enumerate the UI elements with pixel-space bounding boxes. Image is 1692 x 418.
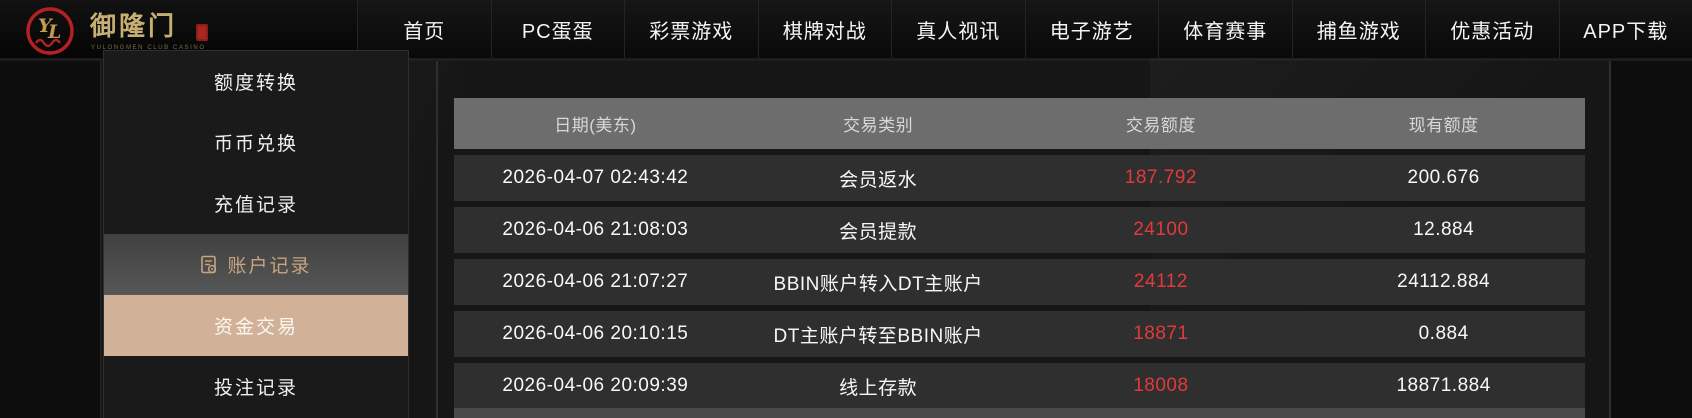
table-footer-strip (454, 408, 1585, 418)
cell-date: 2026-04-06 21:07:27 (502, 271, 689, 292)
sidebar-item-quota-transfer[interactable]: 额度转换 (213, 73, 298, 94)
nav-item-slots[interactable]: 电子游艺 (1024, 0, 1158, 58)
logo-emblem-icon: Y L (26, 7, 74, 55)
cell-type: 线上存款 (839, 377, 918, 399)
nav-item-lottery[interactable]: 彩票游戏 (624, 0, 758, 58)
nav-shadow (0, 58, 1692, 61)
transactions-table: 日期(美东) 交易类别 交易额度 现有额度 2026-04-07 02:43:4… (454, 98, 1585, 409)
cell-amount: 187.792 (1124, 167, 1197, 188)
svg-text:Y: Y (38, 15, 54, 37)
nav-item-promotions[interactable]: 优惠活动 (1425, 0, 1559, 58)
table-header: 日期(美东) 交易类别 交易额度 现有额度 (454, 98, 1585, 149)
cell-amount: 24100 (1133, 219, 1189, 240)
brand-seal-icon (196, 24, 208, 41)
cell-amount: 24112 (1133, 271, 1188, 292)
cell-date: 2026-04-06 20:09:39 (502, 375, 689, 396)
table-row: 2026-04-07 02:43:42 会员返水 187.792 200.676 (454, 155, 1585, 201)
nav-item-live-casino[interactable]: 真人视讯 (891, 0, 1025, 58)
cell-amount: 18008 (1133, 375, 1189, 396)
nav-menu: 首页 PC蛋蛋 彩票游戏 棋牌对战 真人视讯 电子游艺 体育赛事 捕鱼游戏 优惠… (357, 0, 1692, 58)
svg-text:L: L (47, 21, 61, 43)
table-row: 2026-04-06 21:08:03 会员提款 24100 12.884 (454, 207, 1585, 253)
cell-type: 会员返水 (839, 169, 918, 191)
cell-date: 2026-04-07 02:43:42 (502, 167, 689, 188)
ledger-icon (201, 255, 217, 273)
nav-item-fishing[interactable]: 捕鱼游戏 (1291, 0, 1425, 58)
header-cell-date: 日期(美东) (554, 116, 637, 135)
cell-date: 2026-04-06 20:10:15 (502, 323, 689, 344)
sidebar-item-deposit-records[interactable]: 充值记录 (213, 195, 298, 216)
cell-balance: 24112.884 (1397, 271, 1491, 292)
cell-type: 会员提款 (839, 221, 918, 243)
cell-balance: 18871.884 (1396, 375, 1491, 396)
sidebar-item-account-records[interactable]: 账户记录 (104, 234, 408, 295)
header-cell-amount: 交易额度 (1125, 116, 1196, 135)
cell-balance: 200.676 (1407, 167, 1480, 188)
sidebar: 额度转换 币币兑换 充值记录 账户记录 资金交易 投注记录 (103, 50, 409, 418)
cell-balance: 12.884 (1413, 219, 1475, 240)
brand-name: 御隆门 (90, 11, 178, 41)
cell-amount: 18871 (1133, 323, 1189, 344)
right-background-strip (1611, 58, 1692, 418)
nav-item-app-download[interactable]: APP下载 (1558, 0, 1692, 58)
sidebar-item-label: 账户记录 (227, 256, 312, 277)
brand-logo[interactable]: Y L 御隆门 YULONGMEN CLUB CASINO (24, 3, 324, 57)
background-seam (1609, 61, 1611, 418)
sidebar-item-betting-records[interactable]: 投注记录 (213, 378, 298, 399)
cell-date: 2026-04-06 21:08:03 (502, 219, 689, 240)
nav-item-pc-dandan[interactable]: PC蛋蛋 (490, 0, 624, 58)
sidebar-item-fund-transactions[interactable]: 资金交易 (104, 295, 408, 356)
cell-balance: 0.884 (1418, 323, 1469, 344)
table-row: 2026-04-06 21:07:27 BBIN账户转入DT主账户 24112 … (454, 259, 1585, 305)
nav-item-home[interactable]: 首页 (357, 0, 491, 58)
header-cell-balance: 现有额度 (1408, 116, 1479, 135)
left-background-strip (0, 58, 100, 418)
nav-item-board-games[interactable]: 棋牌对战 (757, 0, 891, 58)
brand-tagline: YULONGMEN CLUB CASINO (91, 45, 206, 51)
top-navbar: Y L 御隆门 YULONGMEN CLUB CASINO 首页 PC蛋蛋 彩票… (0, 0, 1692, 58)
table-row: 2026-04-06 20:09:39 线上存款 18008 18871.884 (454, 363, 1585, 409)
cell-type: DT主账户转至BBIN账户 (773, 325, 983, 347)
nav-item-sports[interactable]: 体育赛事 (1158, 0, 1292, 58)
sidebar-item-coin-exchange[interactable]: 币币兑换 (213, 134, 298, 155)
background-seam (436, 61, 438, 418)
header-cell-type: 交易类别 (843, 116, 914, 135)
table-row: 2026-04-06 20:10:15 DT主账户转至BBIN账户 18871 … (454, 311, 1585, 357)
background-seam (100, 61, 101, 418)
cell-type: BBIN账户转入DT主账户 (773, 273, 983, 295)
